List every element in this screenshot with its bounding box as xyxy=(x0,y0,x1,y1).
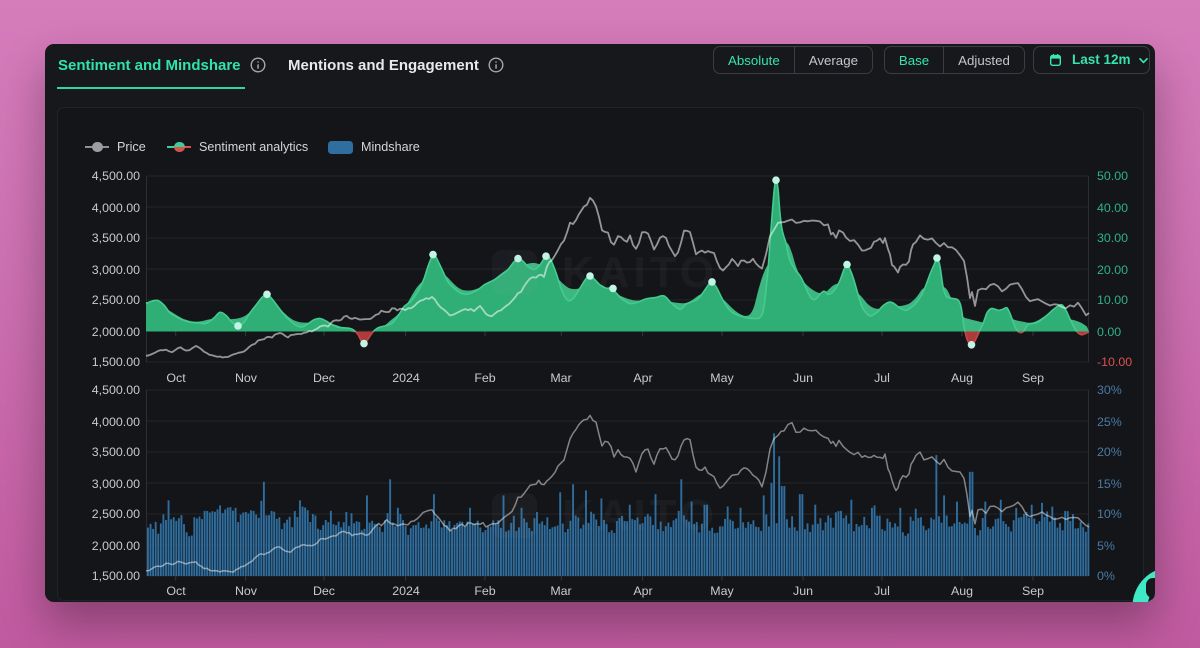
svg-text:Jul: Jul xyxy=(874,584,890,598)
svg-text:Feb: Feb xyxy=(474,371,495,385)
svg-text:15%: 15% xyxy=(1097,477,1122,491)
svg-text:-10.00: -10.00 xyxy=(1097,355,1132,369)
svg-text:Feb: Feb xyxy=(474,584,495,598)
svg-text:10.00: 10.00 xyxy=(1097,293,1128,307)
svg-text:Oct: Oct xyxy=(166,371,186,385)
svg-text:10%: 10% xyxy=(1097,507,1122,521)
svg-text:5%: 5% xyxy=(1097,539,1115,553)
svg-text:20.00: 20.00 xyxy=(1097,263,1128,277)
svg-text:2,000.00: 2,000.00 xyxy=(92,539,140,553)
svg-text:Apr: Apr xyxy=(633,584,652,598)
svg-text:Nov: Nov xyxy=(235,371,258,385)
svg-text:2,500.00: 2,500.00 xyxy=(92,507,140,521)
svg-text:May: May xyxy=(710,371,734,385)
svg-text:4,500.00: 4,500.00 xyxy=(92,383,140,397)
svg-text:Mar: Mar xyxy=(550,584,571,598)
svg-text:Dec: Dec xyxy=(313,371,335,385)
svg-text:Sep: Sep xyxy=(1022,584,1044,598)
svg-text:Mar: Mar xyxy=(550,371,571,385)
svg-text:4,500.00: 4,500.00 xyxy=(92,169,140,183)
svg-text:Dec: Dec xyxy=(313,584,335,598)
svg-text:20%: 20% xyxy=(1097,445,1122,459)
svg-text:50.00: 50.00 xyxy=(1097,169,1128,183)
svg-text:2,000.00: 2,000.00 xyxy=(92,325,140,339)
svg-text:KAITO: KAITO xyxy=(562,491,718,540)
svg-text:0%: 0% xyxy=(1097,569,1115,583)
svg-text:Oct: Oct xyxy=(166,584,186,598)
svg-text:3,500.00: 3,500.00 xyxy=(92,231,140,245)
svg-text:Jun: Jun xyxy=(793,371,813,385)
svg-text:4,000.00: 4,000.00 xyxy=(92,415,140,429)
svg-text:1,500.00: 1,500.00 xyxy=(92,355,140,369)
svg-text:30.00: 30.00 xyxy=(1097,231,1128,245)
svg-text:25%: 25% xyxy=(1097,415,1122,429)
svg-text:May: May xyxy=(710,584,734,598)
svg-text:Jun: Jun xyxy=(793,584,813,598)
svg-text:30%: 30% xyxy=(1097,383,1122,397)
svg-text:2024: 2024 xyxy=(392,584,420,598)
svg-text:Aug: Aug xyxy=(951,584,973,598)
svg-text:3,500.00: 3,500.00 xyxy=(92,445,140,459)
svg-text:2,500.00: 2,500.00 xyxy=(92,293,140,307)
svg-text:1,500.00: 1,500.00 xyxy=(92,569,140,583)
svg-text:4,000.00: 4,000.00 xyxy=(92,201,140,215)
svg-text:40.00: 40.00 xyxy=(1097,201,1128,215)
svg-text:3,000.00: 3,000.00 xyxy=(92,477,140,491)
svg-text:3,000.00: 3,000.00 xyxy=(92,263,140,277)
svg-text:Aug: Aug xyxy=(951,371,973,385)
svg-text:2024: 2024 xyxy=(392,371,420,385)
svg-text:KAITO: KAITO xyxy=(562,248,718,297)
svg-text:Jul: Jul xyxy=(874,371,890,385)
svg-text:0.00: 0.00 xyxy=(1097,325,1121,339)
svg-text:Apr: Apr xyxy=(633,371,652,385)
svg-text:Nov: Nov xyxy=(235,584,258,598)
svg-text:Sep: Sep xyxy=(1022,371,1044,385)
